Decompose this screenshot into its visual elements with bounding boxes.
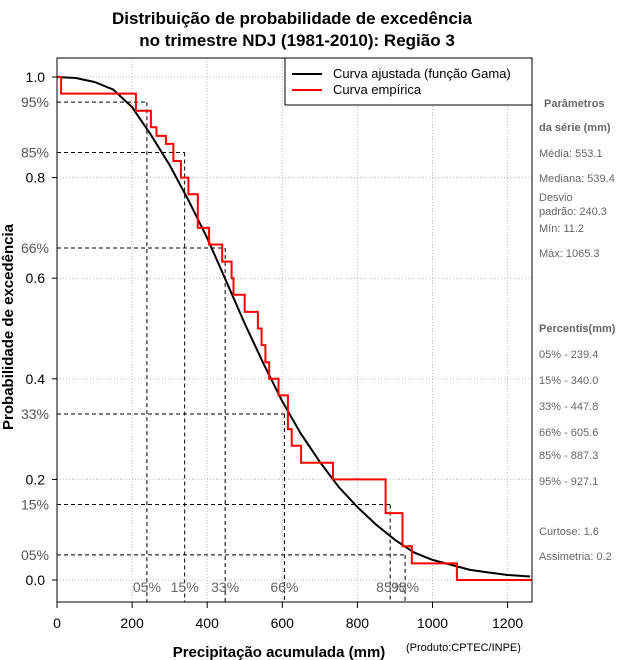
percentile-66: 66% - 605.6 bbox=[539, 427, 598, 439]
percent-left-labels: 95% 85% 66% 33% 15% 05% bbox=[21, 94, 49, 563]
y-tick-label: 1.0 bbox=[26, 69, 46, 85]
percent-bottom-label: 33% bbox=[211, 579, 239, 595]
percent-bottom-label: 95% bbox=[391, 579, 419, 595]
stat-median: Mediana: 539.4 bbox=[539, 173, 615, 185]
percentile-05: 05% - 239.4 bbox=[539, 349, 598, 361]
y-axis-title: Probabilidade de excedência bbox=[0, 223, 17, 430]
credit-text: (Produto:CPTEC/INPE) bbox=[406, 642, 521, 654]
y-tick-label: 0.0 bbox=[26, 572, 46, 588]
percent-left-label: 05% bbox=[21, 547, 49, 563]
percent-bottom-label: 05% bbox=[133, 579, 161, 595]
stat-stddev-2: padrão: 240.3 bbox=[539, 206, 607, 218]
percentile-85: 85% - 887.3 bbox=[539, 450, 598, 462]
chart-title: Distribuição de probabilidade de excedên… bbox=[112, 9, 472, 28]
percent-left-label: 33% bbox=[21, 406, 49, 422]
percentile-33: 33% - 447.8 bbox=[539, 401, 598, 413]
stat-mean: Média: 553.1 bbox=[539, 148, 603, 160]
x-tick-label: 400 bbox=[196, 615, 220, 631]
percent-bottom-labels: 05% 15% 33% 66% 85%95% bbox=[133, 579, 419, 595]
y-tick-label: 0.4 bbox=[26, 371, 46, 387]
x-tick-label: 0 bbox=[53, 615, 61, 631]
percentile-95: 95% - 927.1 bbox=[539, 476, 598, 488]
x-tick-label: 600 bbox=[271, 615, 295, 631]
params-heading-2: da série (mm) bbox=[539, 122, 611, 134]
statistics-panel: Parâmetros da série (mm) Média: 553.1 Me… bbox=[539, 98, 616, 563]
percentile-15: 15% - 340.0 bbox=[539, 375, 598, 387]
x-axis: 0 200 400 600 800 1000 1200 bbox=[53, 602, 523, 631]
series-group bbox=[56, 76, 532, 581]
empirical-curve bbox=[57, 76, 532, 581]
percent-bottom-label: 66% bbox=[270, 579, 298, 595]
legend: Curva ajustada (função Gama) Curva empír… bbox=[284, 57, 533, 106]
percent-left-label: 15% bbox=[21, 497, 49, 513]
percentile-reference-lines bbox=[57, 101, 406, 602]
stat-skewness: Assimetria: 0.2 bbox=[539, 551, 612, 563]
stat-kurtosis: Curtose: 1.6 bbox=[539, 526, 599, 538]
y-axis: 0.0 0.2 0.4 0.6 0.8 1.0 bbox=[26, 69, 57, 588]
legend-label-fitted: Curva ajustada (função Gama) bbox=[333, 66, 511, 81]
x-tick-label: 1000 bbox=[417, 615, 448, 631]
percent-left-label: 85% bbox=[21, 144, 49, 160]
legend-box bbox=[284, 57, 533, 106]
x-tick-label: 1200 bbox=[492, 615, 523, 631]
x-tick-label: 800 bbox=[346, 615, 370, 631]
grid bbox=[57, 58, 532, 602]
percent-bottom-label: 15% bbox=[171, 579, 199, 595]
stat-min: Mín: 11.2 bbox=[539, 223, 584, 235]
params-heading-1: Parâmetros bbox=[544, 98, 605, 110]
percent-bottom-label: 85% bbox=[376, 579, 404, 595]
y-tick-label: 0.2 bbox=[26, 471, 46, 487]
x-axis-title: Precipitação acumulada (mm) bbox=[173, 644, 386, 660]
plot-frame bbox=[56, 57, 533, 603]
y-tick-label: 0.6 bbox=[26, 270, 46, 286]
x-tick-label: 200 bbox=[120, 615, 144, 631]
percent-left-label: 66% bbox=[21, 240, 49, 256]
fitted-gamma-curve bbox=[56, 76, 531, 578]
legend-label-empirical: Curva empírica bbox=[333, 82, 422, 97]
percentiles-heading: Percentis(mm) bbox=[539, 323, 616, 335]
chart-subtitle: no trimestre NDJ (1981-2010): Região 3 bbox=[139, 31, 455, 50]
stat-max: Máx: 1065.3 bbox=[539, 248, 600, 260]
stat-stddev-1: Desvio bbox=[539, 192, 573, 204]
percent-left-label: 95% bbox=[21, 94, 49, 110]
y-tick-label: 0.8 bbox=[26, 170, 46, 186]
